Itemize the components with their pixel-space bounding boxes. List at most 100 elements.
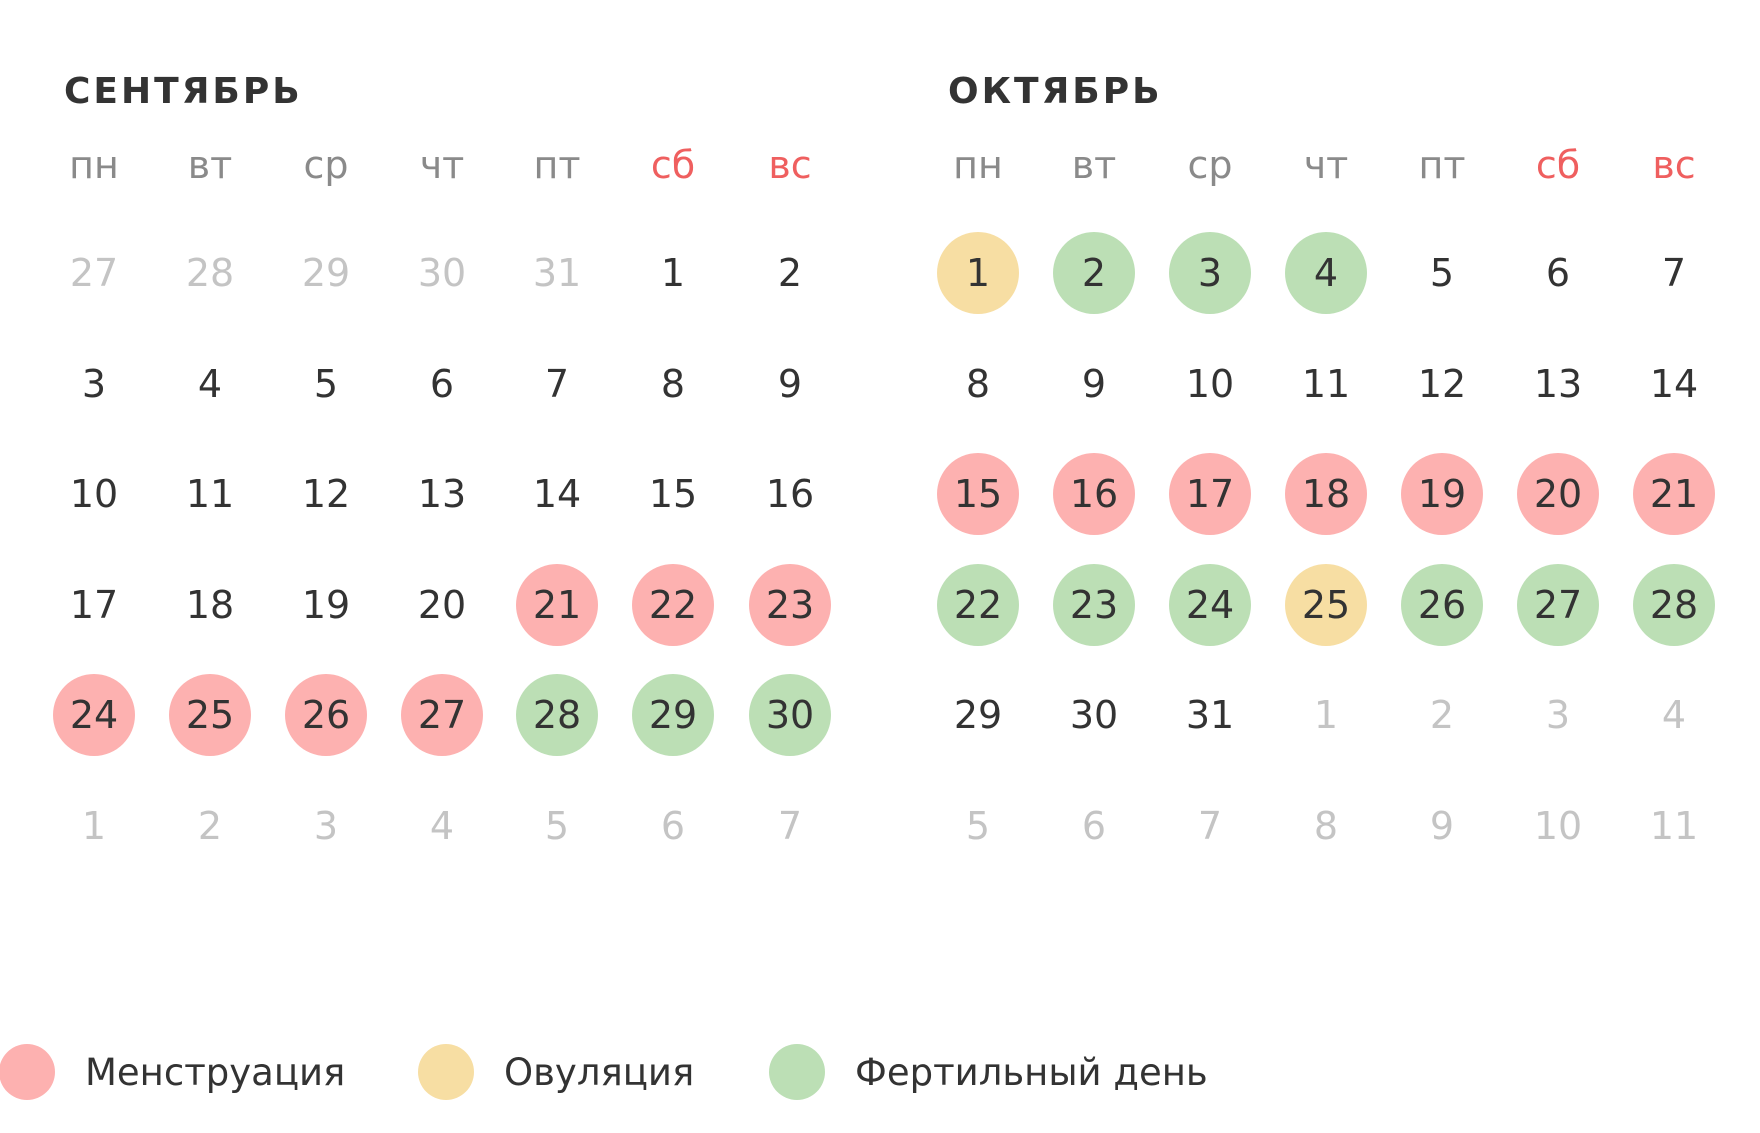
day-cell-other-month[interactable]: 29 [301, 251, 351, 295]
day-cell[interactable]: 7 [544, 362, 570, 406]
day-cell-fertile[interactable]: 2 [1053, 232, 1135, 314]
day-cell-menstruation[interactable]: 26 [285, 674, 367, 756]
day-cell-ovulation[interactable]: 1 [937, 232, 1019, 314]
legend-item-ovulation: Овуляция [418, 1044, 694, 1100]
day-cell[interactable]: 31 [1185, 693, 1235, 737]
weekday-header: сб [1535, 143, 1581, 187]
day-cell[interactable]: 1 [660, 251, 686, 295]
day-cell-ovulation[interactable]: 25 [1285, 564, 1367, 646]
day-cell-other-month[interactable]: 4 [1661, 693, 1687, 737]
day-cell-other-month[interactable]: 5 [544, 804, 570, 848]
day-cell-other-month[interactable]: 9 [1429, 804, 1455, 848]
day-cell-menstruation[interactable]: 21 [1633, 453, 1715, 535]
day-cell[interactable]: 5 [1429, 251, 1455, 295]
day-cell[interactable]: 10 [69, 472, 119, 516]
day-cell-fertile[interactable]: 3 [1169, 232, 1251, 314]
day-cell-other-month[interactable]: 31 [532, 251, 582, 295]
day-cell-fertile[interactable]: 27 [1517, 564, 1599, 646]
day-cell-other-month[interactable]: 27 [69, 251, 119, 295]
ovulation-dot-icon [418, 1044, 474, 1100]
day-cell-menstruation[interactable]: 21 [516, 564, 598, 646]
weekday-header: пт [533, 143, 581, 187]
day-cell[interactable]: 18 [185, 583, 235, 627]
day-cell-menstruation[interactable]: 19 [1401, 453, 1483, 535]
day-cell[interactable]: 2 [777, 251, 803, 295]
day-cell[interactable]: 6 [429, 362, 455, 406]
day-cell-other-month[interactable]: 7 [777, 804, 803, 848]
day-cell[interactable]: 20 [417, 583, 467, 627]
day-cell-fertile[interactable]: 22 [937, 564, 1019, 646]
day-cell[interactable]: 6 [1545, 251, 1571, 295]
day-cell-fertile[interactable]: 24 [1169, 564, 1251, 646]
weekday-header: чт [1303, 143, 1349, 187]
day-cell-other-month[interactable]: 5 [965, 804, 991, 848]
day-cell-menstruation[interactable]: 23 [749, 564, 831, 646]
day-cell[interactable]: 15 [648, 472, 698, 516]
legend-label: Овуляция [504, 1050, 695, 1094]
day-cell[interactable]: 11 [185, 472, 235, 516]
day-cell-other-month[interactable]: 3 [1545, 693, 1571, 737]
day-cell[interactable]: 9 [777, 362, 803, 406]
legend-item-fertile: Фертильный день [769, 1044, 1208, 1100]
day-cell-other-month[interactable]: 8 [1313, 804, 1339, 848]
day-cell-other-month[interactable]: 6 [660, 804, 686, 848]
day-cell[interactable]: 12 [301, 472, 351, 516]
day-cell-other-month[interactable]: 30 [417, 251, 467, 295]
day-cell-menstruation[interactable]: 27 [401, 674, 483, 756]
day-cell-other-month[interactable]: 3 [313, 804, 339, 848]
day-cell-fertile[interactable]: 26 [1401, 564, 1483, 646]
day-cell[interactable]: 30 [1069, 693, 1119, 737]
day-cell-fertile[interactable]: 23 [1053, 564, 1135, 646]
day-cell-other-month[interactable]: 2 [197, 804, 223, 848]
day-cell-menstruation[interactable]: 15 [937, 453, 1019, 535]
weekday-header: ср [303, 143, 349, 187]
day-cell-fertile[interactable]: 4 [1285, 232, 1367, 314]
day-cell-other-month[interactable]: 10 [1533, 804, 1583, 848]
day-cell[interactable]: 14 [532, 472, 582, 516]
day-cell-menstruation[interactable]: 24 [53, 674, 135, 756]
weekday-header: пн [69, 143, 119, 187]
day-cell[interactable]: 5 [313, 362, 339, 406]
day-cell-fertile[interactable]: 29 [632, 674, 714, 756]
day-cell-fertile[interactable]: 30 [749, 674, 831, 756]
day-cell[interactable]: 4 [197, 362, 223, 406]
day-cell-fertile[interactable]: 28 [1633, 564, 1715, 646]
weekday-header: чт [419, 143, 465, 187]
day-cell-other-month[interactable]: 2 [1429, 693, 1455, 737]
legend-item-menstruation: Менструация [0, 1044, 345, 1100]
day-cell[interactable]: 3 [81, 362, 107, 406]
day-cell-menstruation[interactable]: 17 [1169, 453, 1251, 535]
day-cell[interactable]: 11 [1301, 362, 1351, 406]
day-cell[interactable]: 13 [1533, 362, 1583, 406]
day-cell[interactable]: 12 [1417, 362, 1467, 406]
month-title-september: Сентябрь [64, 71, 303, 112]
day-cell-menstruation[interactable]: 25 [169, 674, 251, 756]
day-cell[interactable]: 8 [660, 362, 686, 406]
day-cell-other-month[interactable]: 7 [1197, 804, 1223, 848]
day-cell-other-month[interactable]: 6 [1081, 804, 1107, 848]
day-cell-menstruation[interactable]: 20 [1517, 453, 1599, 535]
day-cell-menstruation[interactable]: 18 [1285, 453, 1367, 535]
legend-label: Менструация [85, 1050, 346, 1094]
day-cell-menstruation[interactable]: 22 [632, 564, 714, 646]
weekday-header: пт [1418, 143, 1466, 187]
day-cell[interactable]: 17 [69, 583, 119, 627]
menstruation-dot-icon [0, 1044, 55, 1100]
day-cell[interactable]: 16 [765, 472, 815, 516]
day-cell-fertile[interactable]: 28 [516, 674, 598, 756]
day-cell-menstruation[interactable]: 16 [1053, 453, 1135, 535]
day-cell[interactable]: 10 [1185, 362, 1235, 406]
day-cell[interactable]: 14 [1649, 362, 1699, 406]
day-cell[interactable]: 19 [301, 583, 351, 627]
day-cell-other-month[interactable]: 11 [1649, 804, 1699, 848]
day-cell[interactable]: 9 [1081, 362, 1107, 406]
day-cell-other-month[interactable]: 4 [429, 804, 455, 848]
day-cell-other-month[interactable]: 28 [185, 251, 235, 295]
day-cell[interactable]: 8 [965, 362, 991, 406]
day-cell[interactable]: 29 [953, 693, 1003, 737]
legend-label: Фертильный день [855, 1050, 1208, 1094]
day-cell-other-month[interactable]: 1 [81, 804, 107, 848]
day-cell[interactable]: 13 [417, 472, 467, 516]
day-cell-other-month[interactable]: 1 [1313, 693, 1339, 737]
day-cell[interactable]: 7 [1661, 251, 1687, 295]
